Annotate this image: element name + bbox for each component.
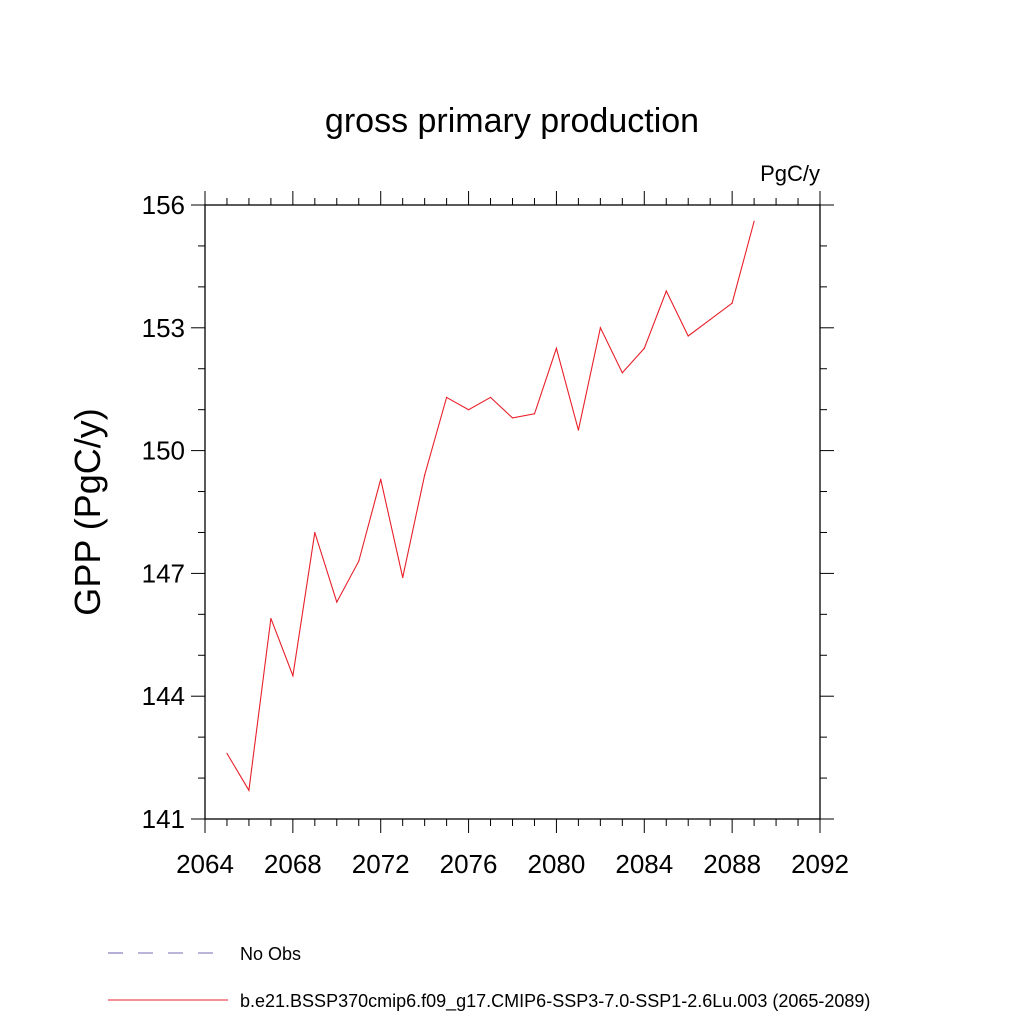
data-point <box>577 429 579 431</box>
data-point <box>753 220 755 222</box>
data-point <box>358 560 360 562</box>
data-point <box>380 478 382 480</box>
data-point <box>621 372 623 374</box>
series-line <box>226 221 755 792</box>
legend-label: b.e21.BSSP370cmip6.f09_g17.CMIP6-SSP3-7.… <box>240 991 870 1012</box>
data-point <box>336 601 338 603</box>
data-point <box>292 675 294 677</box>
data-point <box>467 409 470 411</box>
x-tick-label: 2076 <box>440 849 498 879</box>
y-tick-label: 147 <box>142 558 185 588</box>
plot-area: 2064 2068 2072 2076 2080 2084 2088 2092 141 144 14… <box>142 190 849 879</box>
chart-title: gross primary production <box>325 102 699 140</box>
data-point <box>446 396 448 398</box>
x-tick-label: 2080 <box>528 849 586 879</box>
data-point <box>226 752 228 755</box>
data-point <box>709 319 711 321</box>
data-point <box>511 417 514 419</box>
legend-label: No Obs <box>240 944 301 964</box>
units-label: PgC/y <box>760 161 820 186</box>
x-tick-label: 2092 <box>791 849 849 879</box>
plot-frame <box>204 204 821 820</box>
y-tick-label: 144 <box>142 681 185 711</box>
data-point <box>489 396 492 398</box>
x-tick-label: 2072 <box>352 849 410 879</box>
data-point <box>270 617 272 620</box>
x-tick-label: 2064 <box>176 849 234 879</box>
x-tick-label: 2088 <box>703 849 761 879</box>
x-tick-label: 2068 <box>264 849 322 879</box>
data-point <box>643 347 645 349</box>
data-point <box>248 789 250 791</box>
data-point <box>665 290 667 292</box>
y-axis-label: GPP (PgC/y) <box>67 408 108 615</box>
y-tick-label: 141 <box>142 804 185 834</box>
y-tick-label: 150 <box>142 436 185 466</box>
data-point <box>314 531 316 534</box>
data-point <box>687 335 689 337</box>
data-point <box>731 302 733 304</box>
legend: No Obs b.e21.BSSP370cmip6.f09_g17.CMIP6-S… <box>108 944 870 1012</box>
y-tick-label: 156 <box>142 190 185 220</box>
data-point <box>402 576 404 579</box>
data-point <box>599 327 601 329</box>
data-point <box>424 474 426 476</box>
data-point <box>555 347 558 349</box>
data-point <box>533 413 536 415</box>
y-tick-label: 153 <box>142 313 185 343</box>
x-tick-label: 2084 <box>615 849 673 879</box>
